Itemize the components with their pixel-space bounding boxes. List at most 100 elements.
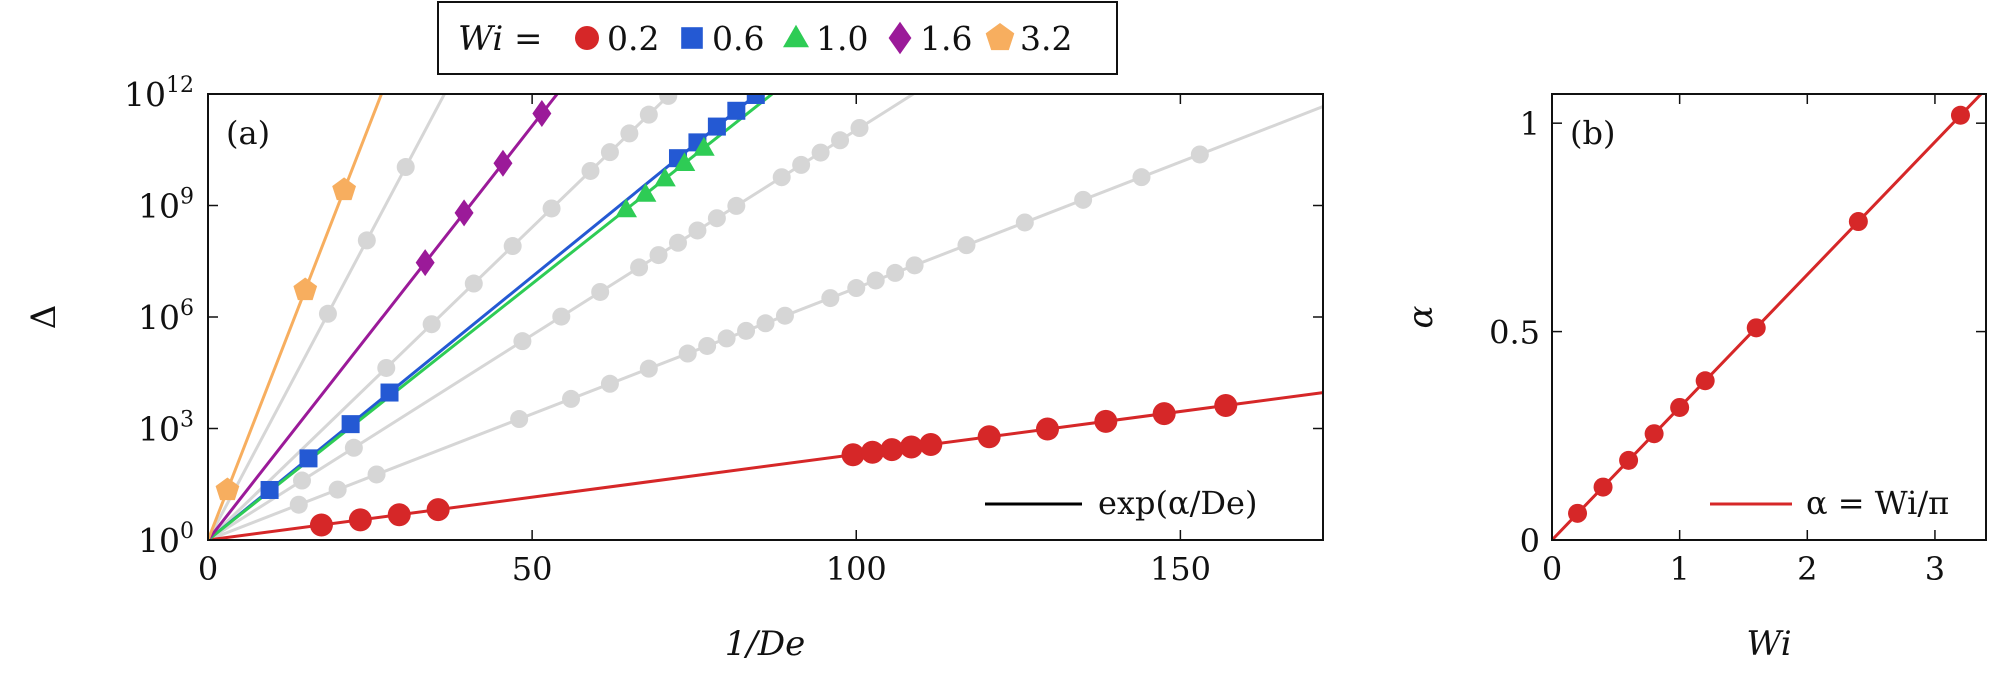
data-point (850, 119, 869, 138)
data-point (367, 465, 386, 484)
panel-b-y-axis-label: α (1401, 305, 1441, 328)
legend-marker-diamond (888, 21, 912, 55)
legend-marker-triangle (783, 24, 809, 48)
legend-marker-square (681, 27, 703, 49)
data-point (1644, 424, 1664, 444)
fit-line (208, 94, 447, 540)
data-point (426, 498, 450, 522)
x-tick-label: 150 (1150, 550, 1211, 588)
data-point (905, 256, 924, 275)
panel-a-y-axis-label: Δ (24, 305, 64, 330)
data-point (831, 131, 850, 150)
data-point (841, 443, 865, 467)
data-point (1746, 318, 1766, 338)
panel-a-x-axis-label: 1/De (725, 624, 805, 664)
data-point (1593, 477, 1613, 497)
fit-line (208, 94, 560, 540)
fit-line (208, 94, 917, 540)
panel-b-plot (1552, 94, 1984, 540)
panel-b-fit-legend: α = Wi/π (1710, 484, 1949, 522)
fit-line (1552, 94, 1984, 540)
panel-a-fit-legend: exp(α/De) (985, 484, 1257, 522)
data-point (1094, 409, 1118, 433)
data-point (1190, 145, 1209, 164)
panel-a-fit-legend-label: exp(α/De) (1098, 484, 1257, 522)
y-tick-label: 103 (138, 408, 194, 449)
data-point (693, 136, 715, 156)
panel-a-y-ticks: 100 103 106 109 1012 (124, 73, 1323, 560)
data-point (542, 199, 561, 218)
y-tick-label: 109 (138, 185, 194, 226)
data-point (756, 314, 775, 333)
y-tick-label: 106 (138, 296, 194, 337)
data-point (328, 480, 347, 499)
data-point (1035, 417, 1059, 441)
fit-line (208, 94, 384, 540)
legend-label: 1.6 (920, 19, 972, 58)
data-point (620, 124, 639, 143)
data-point (1848, 212, 1868, 232)
x-tick-label: 2 (1797, 550, 1817, 588)
x-tick-label: 0 (198, 550, 218, 588)
data-point (581, 161, 600, 180)
data-point (737, 321, 756, 340)
legend-label: 1.0 (816, 19, 868, 58)
top-legend: Wi = 0.2 0.6 1.0 1.6 3.2 (437, 1, 1118, 75)
data-point (792, 155, 811, 174)
data-point (630, 258, 649, 277)
data-point (860, 440, 884, 464)
data-point (562, 389, 581, 408)
data-point (1074, 190, 1093, 209)
panel-a: 0 50 100 150 100 103 106 109 1012 (a) 1/De Δ ex… (24, 73, 1324, 664)
data-point (1152, 402, 1176, 426)
data-point (775, 306, 794, 325)
data-point (454, 199, 474, 227)
data-point (377, 358, 396, 377)
x-tick-label: 100 (826, 550, 887, 588)
data-point (380, 383, 399, 402)
fit-line (208, 94, 673, 540)
data-point (600, 374, 619, 393)
data-point (493, 149, 513, 177)
panel-a-x-ticks: 0 50 100 150 (198, 94, 1211, 588)
x-tick-label: 1 (1669, 550, 1689, 588)
fit-line (208, 94, 775, 540)
fit-line (208, 94, 760, 540)
data-point (293, 277, 318, 301)
data-point (510, 410, 529, 429)
data-point (396, 158, 415, 177)
data-point (880, 438, 904, 462)
legend-marker-pentagon (985, 23, 1015, 51)
data-point (348, 508, 372, 532)
data-point (332, 177, 356, 201)
data-point (552, 307, 571, 326)
data-point (341, 415, 360, 434)
data-point (717, 329, 736, 348)
data-point (215, 477, 240, 501)
data-point (503, 237, 522, 256)
data-point (591, 282, 610, 301)
data-point (977, 425, 1001, 449)
panel-a-fit-lines (208, 94, 1323, 540)
panel-b-x-ticks: 0 1 2 3 (1542, 94, 1945, 588)
data-point (772, 168, 791, 187)
data-point (688, 221, 707, 240)
legend-label: 0.6 (712, 19, 764, 58)
data-point (639, 359, 658, 378)
data-point (464, 274, 483, 293)
data-point (513, 332, 532, 351)
data-point (532, 100, 552, 128)
data-point (289, 495, 308, 514)
data-point (654, 167, 676, 187)
data-point (707, 209, 726, 228)
x-tick-label: 0 (1542, 550, 1562, 588)
data-point (727, 101, 746, 120)
data-point (299, 449, 318, 468)
top-legend-prefix: Wi = (458, 19, 543, 59)
data-point (344, 438, 363, 457)
data-point (309, 513, 333, 537)
data-point (919, 432, 943, 456)
data-point (727, 196, 746, 215)
panel-b-frame (1551, 93, 1987, 541)
